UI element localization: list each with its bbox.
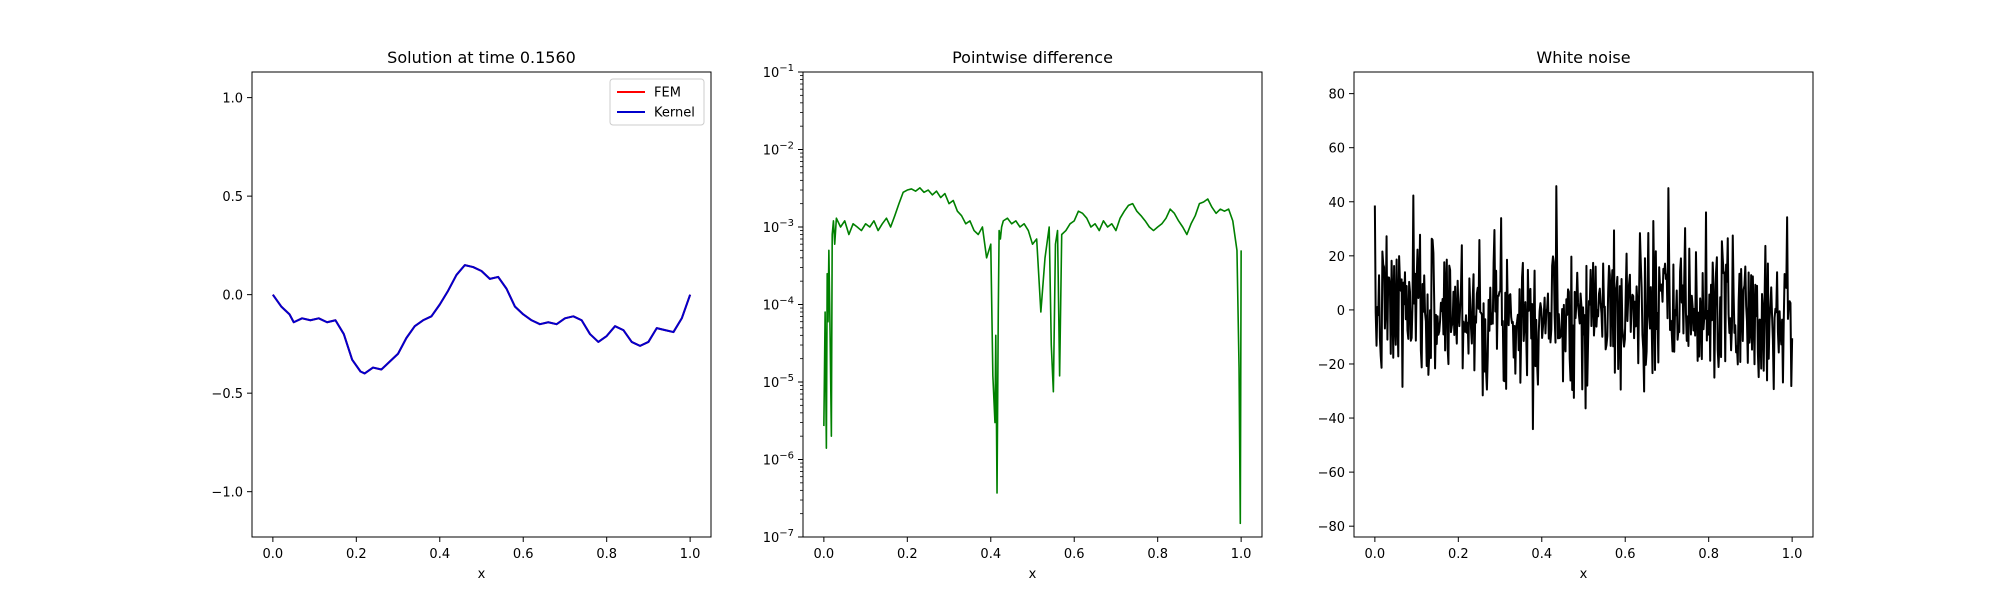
y-tick-label: 40	[1328, 196, 1345, 211]
x-tick-label: 0.0	[814, 547, 835, 562]
difference-lines	[823, 187, 1242, 525]
solution-xlabel: x	[478, 567, 486, 582]
y-tick-label: 1.0	[222, 92, 243, 107]
x-tick-label: 0.4	[1531, 547, 1552, 562]
x-tick-label: 0.8	[1698, 547, 1719, 562]
x-tick-label: 0.8	[596, 547, 617, 562]
y-tick-label: −40	[1318, 412, 1345, 427]
panel-solution: 0.0 0.2 0.4 0.6 0.8 1.0 −1.0 −0.5 0.0 0.5 1.0 Solu…	[211, 48, 712, 582]
y-tick-label: −20	[1318, 358, 1345, 373]
x-tick-label: 0.2	[897, 547, 918, 562]
series-line-0	[1373, 185, 1794, 431]
noise-xlabel: x	[1580, 567, 1588, 582]
difference-axes-frame	[802, 71, 1263, 538]
noise-ticks: 0.0 0.2 0.4 0.6 0.8 1.0 −80 −60 −40 −20 0 20 40 60 80	[1318, 88, 1803, 562]
y-tick-label: −1.0	[211, 486, 243, 501]
x-tick-label: 0.2	[346, 547, 367, 562]
y-tick-label: 80	[1328, 88, 1345, 103]
series-line-0	[823, 187, 1242, 525]
panel-white-noise: 0.0 0.2 0.4 0.6 0.8 1.0−80−60−40−20020406080 …	[1318, 48, 1814, 582]
y-tick-label: 60	[1328, 142, 1345, 157]
x-tick-label: 0.2	[1448, 547, 1469, 562]
solution-axes-frame	[251, 71, 712, 538]
solution-lines	[272, 264, 692, 375]
y-tick-label: 0	[1337, 304, 1345, 319]
x-tick-label: 1.0	[1231, 547, 1252, 562]
y-tick-label: −0.5	[211, 387, 243, 402]
x-tick-label: 0.6	[513, 547, 534, 562]
y-tick-label: 0.5	[222, 190, 243, 205]
x-tick-label: 1.0	[1782, 547, 1803, 562]
solution-title: Solution at time 0.1560	[387, 48, 576, 67]
solution-ticks: 0.0 0.2 0.4 0.6 0.8 1.0 −1.0 −0.5 0.0 0.5 1.0	[211, 92, 700, 562]
noise-title: White noise	[1536, 48, 1630, 67]
noise-axes-frame	[1353, 71, 1814, 538]
difference-xlabel: x	[1029, 567, 1037, 582]
series-line-kernel	[272, 264, 692, 375]
legend-label-fem: FEM	[654, 86, 681, 101]
legend-label-kernel: Kernel	[654, 106, 695, 121]
y-tick-label: 0.0	[222, 289, 243, 304]
x-tick-label: 0.6	[1064, 547, 1085, 562]
difference-title: Pointwise difference	[952, 48, 1113, 67]
legend-box	[609, 78, 705, 126]
y-tick-label: −60	[1318, 466, 1345, 481]
x-tick-label: 1.0	[680, 547, 701, 562]
x-tick-label: 0.8	[1147, 547, 1168, 562]
noise-lines	[1373, 185, 1794, 431]
x-tick-label: 0.6	[1615, 547, 1636, 562]
solution-legend: FEM Kernel	[609, 78, 705, 126]
x-tick-label: 0.0	[1365, 547, 1386, 562]
x-tick-label: 0.4	[980, 547, 1001, 562]
x-tick-label: 0.0	[263, 547, 284, 562]
y-tick-label: −80	[1318, 520, 1345, 535]
x-tick-label: 0.4	[429, 547, 450, 562]
y-tick-label: 20	[1328, 250, 1345, 265]
